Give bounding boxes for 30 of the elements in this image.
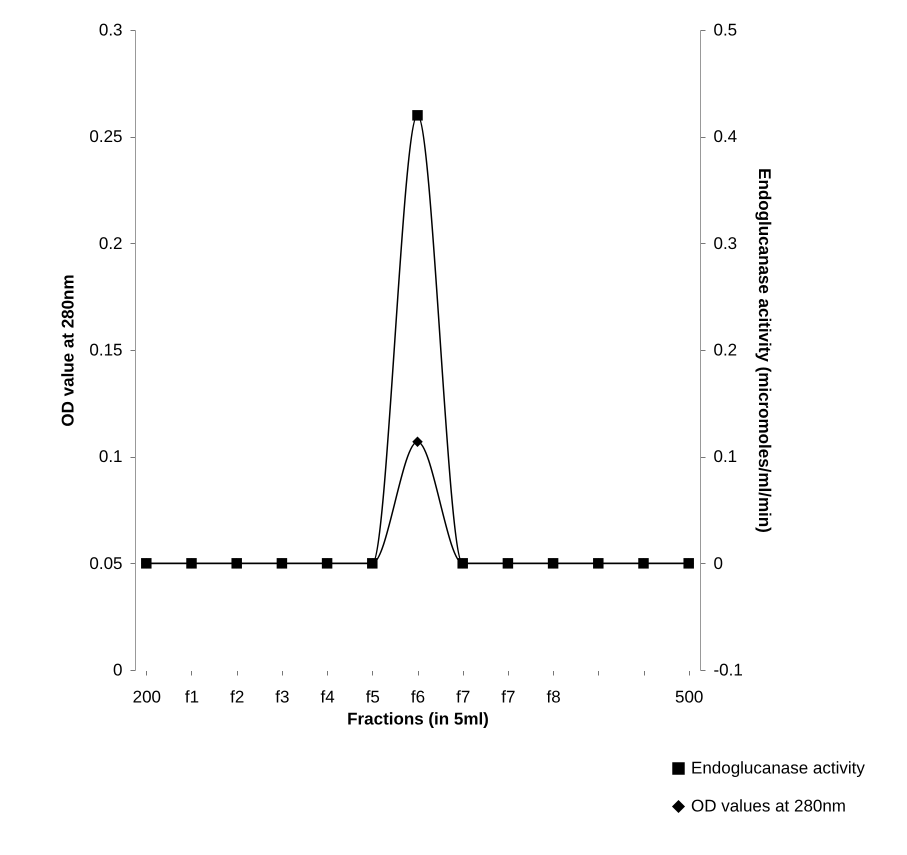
x-tick-label: f1 bbox=[184, 688, 200, 706]
x-tick-label: f8 bbox=[546, 688, 561, 706]
y2-tick-label: 0.5 bbox=[714, 20, 738, 40]
x-tick-label: f5 bbox=[366, 688, 380, 706]
y2-tick-label: -0.1 bbox=[714, 660, 743, 680]
y-tick-label: 0.15 bbox=[89, 340, 122, 360]
y2-tick-label: 0.2 bbox=[714, 340, 738, 360]
y2-tick-label: 0.1 bbox=[714, 447, 738, 466]
y-tick-label: 0.2 bbox=[98, 234, 122, 253]
y-tick-label: 0 bbox=[113, 660, 122, 680]
x-tick-label: 200 bbox=[132, 688, 161, 706]
y-tick-label: 0.25 bbox=[89, 127, 122, 146]
y2-tick-label: 0.4 bbox=[714, 127, 738, 146]
y-tick-label: 0.1 bbox=[98, 447, 122, 466]
x-tick-label: f6 bbox=[410, 688, 426, 706]
x-tick-label: f3 bbox=[275, 688, 290, 706]
x-tick-label: f2 bbox=[230, 688, 244, 706]
x-tick-label: f4 bbox=[320, 688, 335, 706]
y-tick-label: 0.05 bbox=[89, 554, 122, 573]
x-tick-label: 500 bbox=[675, 688, 704, 706]
y-axis-title: OD value at 280nm bbox=[58, 274, 78, 427]
y2-tick-label: 0.3 bbox=[714, 234, 738, 253]
y2-axis-title: Endoglucanase acitivity (micromoles/ml/min) bbox=[754, 168, 774, 533]
y2-tick-label: 0 bbox=[714, 554, 723, 573]
legend-label: Endoglucanase activity bbox=[691, 758, 866, 778]
y-tick-label: 0.3 bbox=[98, 20, 122, 40]
x-tick-label: f7 bbox=[501, 688, 516, 706]
legend-label: OD values at 280nm bbox=[691, 796, 846, 816]
x-axis-title: Fractions (in 5ml) bbox=[347, 710, 489, 728]
x-tick-label: f7 bbox=[456, 688, 470, 706]
